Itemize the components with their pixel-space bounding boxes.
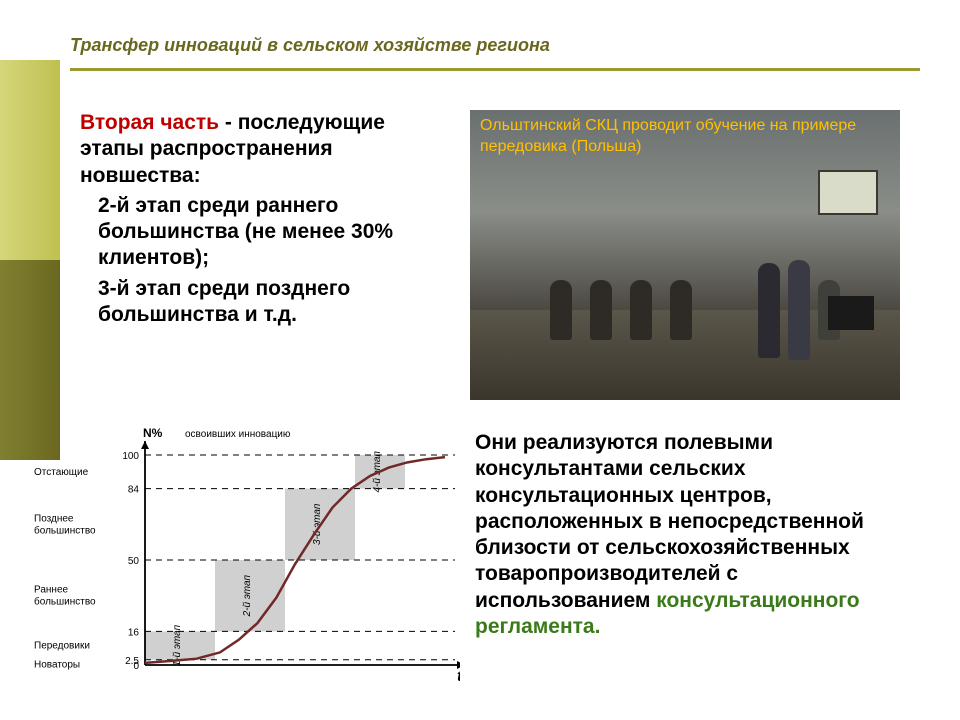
svg-text:2-й этап: 2-й этап xyxy=(242,575,253,618)
photo-person xyxy=(630,280,652,340)
right-body: Они реализуются полевыми консультантами … xyxy=(475,431,864,612)
photo-caption: Ольштинский СКЦ проводит обучение на при… xyxy=(470,110,900,164)
svg-text:2.5: 2.5 xyxy=(125,656,139,667)
svg-text:освоивших инновацию: освоивших инновацию xyxy=(185,429,291,440)
slide-header: Трансфер инноваций в сельском хозяйстве … xyxy=(70,35,920,71)
photo-person xyxy=(758,263,780,358)
svg-text:50: 50 xyxy=(128,556,140,567)
svg-text:Новаторы: Новаторы xyxy=(34,659,80,670)
svg-text:100: 100 xyxy=(122,451,139,462)
chart-svg: 02.5165084100N%освоивших инновациюtОтста… xyxy=(30,420,460,700)
svg-text:Раннее: Раннее xyxy=(34,585,69,596)
photo-window xyxy=(818,170,878,215)
lead-emphasis: Вторая часть xyxy=(80,111,219,134)
svg-text:Отстающие: Отстающие xyxy=(34,467,89,478)
svg-text:N%: N% xyxy=(143,426,163,440)
photo-person xyxy=(788,260,810,360)
svg-text:Передовики: Передовики xyxy=(34,641,90,652)
decorative-sidebar xyxy=(0,60,60,460)
svg-text:большинство: большинство xyxy=(34,596,96,608)
stage-2-text: 2-й этап среди раннего большинства (не м… xyxy=(80,193,440,272)
svg-text:84: 84 xyxy=(128,485,140,496)
photo-monitor xyxy=(828,296,874,330)
photo-person xyxy=(590,280,612,340)
stage-3-text: 3-й этап среди позднего большинства и т.… xyxy=(80,276,440,329)
left-text-block: Вторая часть - последующие этапы распрос… xyxy=(80,110,440,332)
title-underline xyxy=(70,68,920,71)
photo-person xyxy=(550,280,572,340)
svg-text:большинство: большинство xyxy=(34,524,96,536)
photo-block: Ольштинский СКЦ проводит обучение на при… xyxy=(470,110,900,400)
svg-text:16: 16 xyxy=(128,627,140,638)
s-curve-chart: 02.5165084100N%освоивших инновациюtОтста… xyxy=(30,420,460,700)
sidebar-top xyxy=(0,60,60,260)
svg-text:t: t xyxy=(457,668,460,685)
lead-paragraph: Вторая часть - последующие этапы распрос… xyxy=(80,110,440,189)
slide-title: Трансфер инноваций в сельском хозяйстве … xyxy=(70,35,920,64)
photo-person xyxy=(670,280,692,340)
svg-text:Позднее: Позднее xyxy=(34,513,74,524)
right-text-block: Они реализуются полевыми консультантами … xyxy=(475,430,915,640)
